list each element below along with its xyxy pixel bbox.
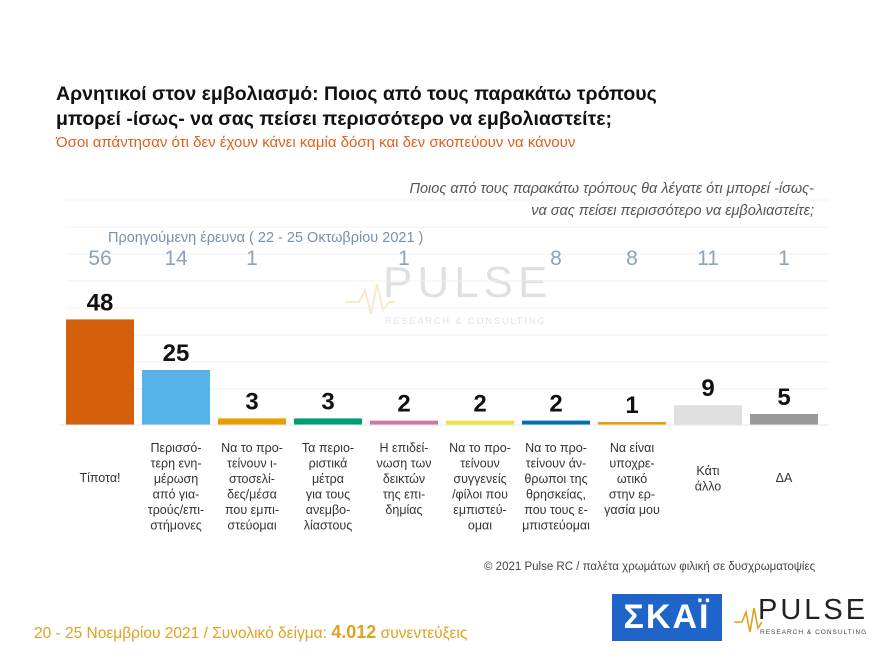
footer-dates: 20 - 25 Νοεμβρίου 2021 / Συνολικό δείγμα… [34, 625, 327, 642]
category-label-5: Να το προ-τείνουν συγγενείς/φίλοι που εμπι… [449, 441, 511, 533]
bar-8 [674, 405, 742, 425]
title-line-1: Αρνητικοί στον εμβολιασμό: Ποιος από του… [56, 83, 657, 105]
bar-value-label-9: 5 [777, 384, 790, 411]
bar-value-label-4: 2 [397, 391, 410, 418]
previous-value-8: 11 [697, 247, 719, 270]
category-label-8: Κάτι άλλο [695, 464, 722, 494]
category-label-6: Να το προ-τείνουν άν-θρωποι της θρησκείας… [522, 441, 590, 533]
watermark-word: PULSE [383, 258, 553, 307]
bar-value-label-6: 2 [549, 391, 562, 418]
title-line-2: μπορεί -ίσως- να σας πείσει περισσότερο … [56, 108, 613, 130]
bar-4 [370, 420, 438, 425]
chart-title: Αρνητικοί στον εμβολιασμό: Ποιος από του… [56, 82, 696, 132]
bar-5 [446, 420, 514, 425]
bar-0 [66, 319, 134, 425]
bar-2 [218, 418, 286, 425]
pulse-wave-icon [345, 283, 395, 315]
bar-value-label-5: 2 [473, 391, 486, 418]
question-text: Ποιος από τους παρακάτω τρόπους θα λέγατ… [294, 178, 814, 222]
bar-7 [598, 422, 666, 425]
category-label-7: Να είναι υποχρε-ωτικό στην ερ-γασία μου [604, 441, 660, 517]
category-label-4: Η επιδεί-νωση των δεικτών της επι-δημίας [377, 441, 432, 517]
previous-value-0: 56 [88, 247, 111, 270]
bar-6 [522, 420, 590, 425]
previous-value-9: 1 [778, 247, 790, 270]
pulse-logo-word: PULSE [758, 594, 869, 626]
bar-value-label-3: 3 [321, 388, 334, 415]
category-label-9: ΔΑ [776, 471, 793, 485]
chart-subtitle: Όσοι απάντησαν ότι δεν έχουν κάνει καμία… [56, 134, 576, 151]
bar-3 [294, 418, 362, 425]
bar-value-label-1: 25 [163, 340, 190, 367]
bar-value-label-0: 48 [87, 289, 114, 316]
footer-sample-size: 4.012 [331, 622, 377, 642]
pulse-logo-sub: RESEARCH & CONSULTING [760, 629, 868, 636]
skai-logo: ΣΚΑΪ [612, 594, 722, 641]
category-label-1: Περισσό-τερη ενη-μέρωση από για-τρούς/επι… [148, 441, 204, 533]
pulse-watermark: PULSE RESEARCH & CONSULTING [345, 258, 555, 338]
footer-interviews: συνεντεύξεις [380, 625, 468, 642]
previous-value-2: 1 [246, 247, 258, 270]
category-label-0: Τίποτα! [79, 471, 120, 485]
pulse-logo-wave-icon [734, 607, 762, 633]
previous-value-1: 14 [164, 247, 188, 270]
question-line-2: να σας πείσει περισσότερο να εμβολιαστεί… [531, 203, 814, 219]
previous-survey-label: Προηγούμενη έρευνα ( 22 - 25 Οκτωβρίου 2… [108, 230, 424, 246]
watermark-sub: RESEARCH & CONSULTING [385, 316, 547, 326]
bar-9 [750, 414, 818, 425]
question-line-1: Ποιος από τους παρακάτω τρόπους θα λέγατ… [409, 181, 814, 197]
bar-value-label-2: 3 [245, 388, 258, 415]
previous-value-7: 8 [626, 247, 638, 270]
previous-value-6: 8 [550, 247, 562, 270]
category-label-2: Να το προ-τείνουν ι-στοσελί-δες/μέσα που … [221, 441, 283, 533]
previous-value-4: 1 [398, 247, 410, 270]
footer-sample-info: 20 - 25 Νοεμβρίου 2021 / Συνολικό δείγμα… [34, 622, 467, 643]
category-label-3: Τα περιο-ριστικά μέτρα για τους ανεμβο-λίασ… [302, 441, 354, 533]
bar-1 [142, 370, 210, 425]
bar-value-label-8: 9 [701, 375, 714, 402]
pulse-logo: PULSE RESEARCH & CONSULTING [734, 594, 868, 641]
bar-value-label-7: 1 [625, 392, 638, 419]
copyright-note: © 2021 Pulse RC / παλέτα χρωμάτων φιλική… [484, 561, 816, 573]
